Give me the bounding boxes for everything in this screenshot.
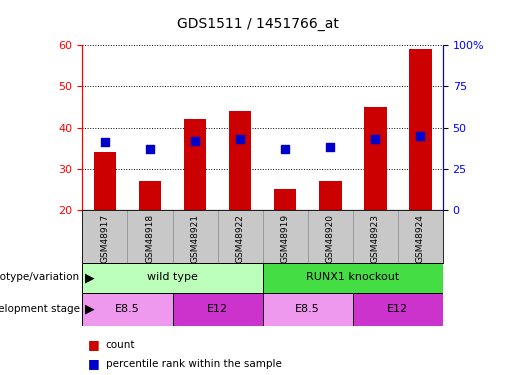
Bar: [364, 107, 387, 210]
Text: ▶: ▶: [85, 303, 95, 316]
Bar: [173, 292, 263, 326]
Text: wild type: wild type: [147, 273, 198, 282]
Text: GSM48918: GSM48918: [146, 214, 154, 263]
Text: count: count: [106, 340, 135, 350]
Text: RUNX1 knockout: RUNX1 knockout: [306, 273, 400, 282]
Point: [236, 136, 244, 142]
Text: ■: ■: [88, 339, 99, 351]
Text: GSM48922: GSM48922: [236, 214, 245, 263]
Point: [191, 138, 199, 144]
Bar: [319, 181, 341, 210]
Bar: [184, 119, 207, 210]
Text: percentile rank within the sample: percentile rank within the sample: [106, 359, 282, 369]
Text: GSM48921: GSM48921: [191, 214, 199, 263]
Bar: [139, 181, 161, 210]
Point: [101, 140, 109, 146]
Text: GSM48919: GSM48919: [281, 214, 289, 263]
Point: [281, 146, 289, 152]
Text: GSM48920: GSM48920: [326, 214, 335, 263]
Bar: [263, 262, 443, 292]
Bar: [229, 111, 251, 210]
Text: GSM48917: GSM48917: [100, 214, 109, 263]
Bar: [274, 189, 297, 210]
Text: GSM48923: GSM48923: [371, 214, 380, 263]
Bar: [94, 152, 116, 210]
Text: development stage: development stage: [0, 304, 80, 314]
Bar: [353, 292, 443, 326]
Text: E8.5: E8.5: [295, 304, 320, 314]
Text: ■: ■: [88, 357, 99, 370]
Point: [146, 146, 154, 152]
Point: [371, 136, 380, 142]
Point: [416, 133, 424, 139]
Text: genotype/variation: genotype/variation: [0, 273, 80, 282]
Bar: [263, 292, 353, 326]
Text: E12: E12: [387, 304, 408, 314]
Bar: [82, 292, 173, 326]
Text: E8.5: E8.5: [115, 304, 140, 314]
Bar: [82, 262, 263, 292]
Text: ▶: ▶: [85, 271, 95, 284]
Bar: [409, 49, 432, 210]
Text: E12: E12: [207, 304, 228, 314]
Text: GDS1511 / 1451766_at: GDS1511 / 1451766_at: [177, 17, 338, 31]
Text: GSM48924: GSM48924: [416, 214, 425, 263]
Point: [326, 144, 334, 150]
